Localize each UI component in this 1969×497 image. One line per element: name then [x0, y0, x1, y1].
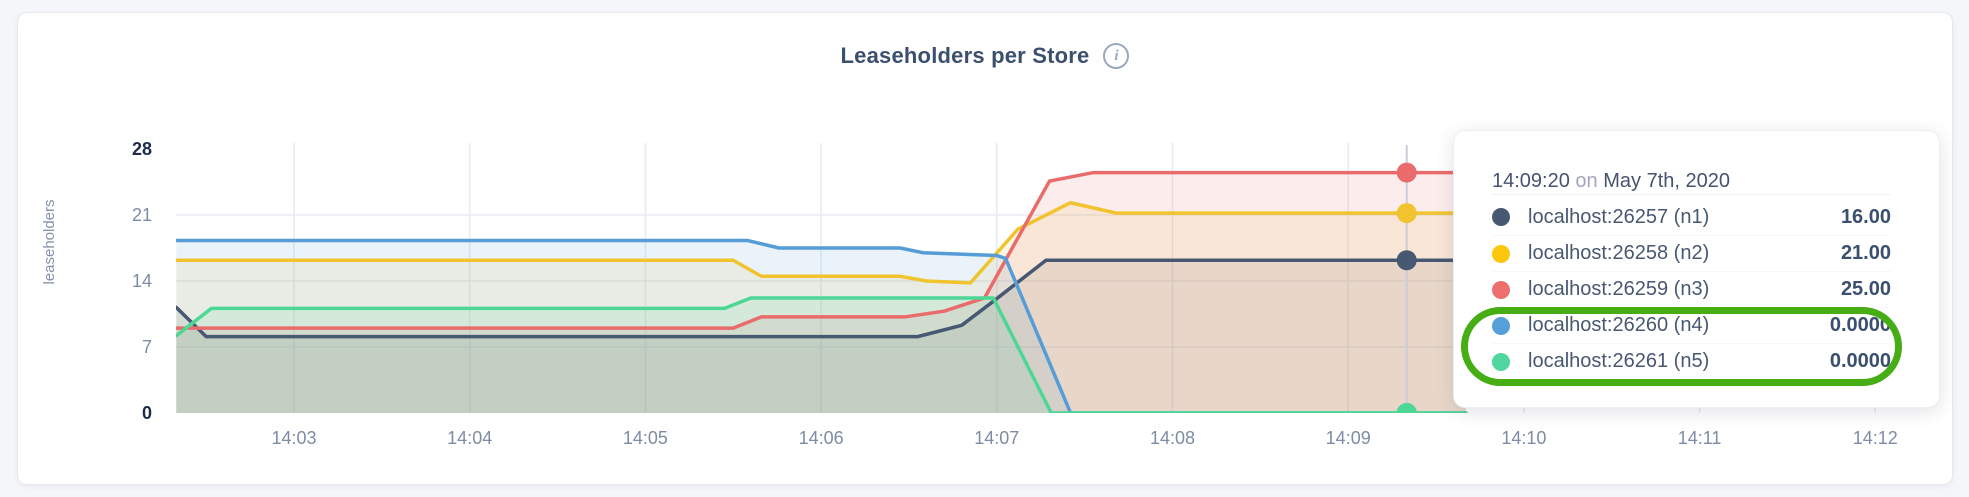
tooltip-connector: on [1575, 170, 1598, 192]
x-tick-label: 14:07 [974, 428, 1019, 448]
series-dot-icon [1492, 280, 1510, 299]
tooltip-legend: localhost:26257 (n1) 16.00 localhost:26258… [1492, 199, 1891, 379]
series-label: localhost:26261 (n5) [1528, 350, 1710, 372]
tooltip-row-5: localhost:26261 (n5) 0.0000 [1492, 343, 1891, 379]
y-tick-label: 7 [142, 337, 152, 357]
series-label: localhost:26258 (n2) [1528, 242, 1710, 264]
hover-tooltip: 14:09:20 on May 7th, 2020 localhost:2625… [1453, 130, 1940, 408]
series-area-3 [176, 172, 1466, 413]
tooltip-row-1: localhost:26257 (n1) 16.00 [1492, 199, 1891, 235]
series-dot-icon [1492, 208, 1510, 226]
series-line-1 [176, 258, 1468, 339]
series-area-4 [176, 240, 1466, 413]
series-dot-icon [1492, 244, 1510, 263]
x-tick-label: 14:11 [1678, 428, 1722, 448]
info-icon[interactable]: i [1103, 43, 1130, 69]
crosshair-dot-2 [1396, 203, 1417, 224]
x-tick-label: 14:05 [623, 428, 668, 448]
x-tick-label: 14:03 [271, 428, 316, 448]
series-label: localhost:26259 (n3) [1528, 278, 1710, 300]
tooltip-timestamp: 14:09:20 on May 7th, 2020 [1492, 167, 1891, 195]
crosshair-dot-3 [1396, 162, 1417, 183]
y-axis-title: leaseholders [41, 199, 58, 284]
series-value: 16.00 [1840, 205, 1891, 228]
x-tick-label: 14:04 [447, 428, 492, 448]
series-dot-icon [1492, 352, 1510, 371]
series-value: 0.0000 [1829, 350, 1891, 372]
y-tick-label: 21 [132, 205, 152, 225]
crosshair-dot-5 [1396, 403, 1417, 413]
tooltip-row-3: localhost:26259 (n3) 25.00 [1492, 271, 1891, 307]
tooltip-date: May 7th, 2020 [1603, 170, 1730, 192]
series-line-3 [176, 170, 1468, 330]
tooltip-row-4: localhost:26260 (n4) 0.0000 [1492, 307, 1891, 343]
series-value: 21.00 [1840, 242, 1891, 264]
chart-title: Leaseholders per Store [840, 43, 1090, 68]
y-tick-label: 0 [142, 403, 152, 423]
axis-labels: 0 7 14 21 28 14:03 14:04 14:05 14:06 14:07 14:08 14… [41, 139, 1898, 448]
chart-header: Leaseholders per Store i [18, 43, 1952, 69]
y-tick-label: 28 [132, 139, 152, 159]
series-value: 0.0000 [1829, 314, 1891, 336]
series-line-2 [176, 200, 1468, 285]
series-line-5 [176, 296, 1468, 413]
x-tick-label: 14:10 [1501, 428, 1546, 448]
x-tick-label: 14:06 [799, 428, 844, 448]
crosshair-dots [1396, 162, 1417, 413]
tooltip-row-2: localhost:26258 (n2) 21.00 [1492, 235, 1891, 271]
series-value: 25.00 [1840, 278, 1891, 300]
series-label: localhost:26257 (n1) [1528, 205, 1710, 228]
series-plot [176, 170, 1468, 413]
tooltip-time: 14:09:20 [1492, 170, 1570, 192]
series-area-2 [176, 202, 1466, 413]
x-tick-label: 14:09 [1326, 428, 1371, 448]
crosshair-dot-1 [1396, 250, 1417, 271]
y-tick-label: 14 [132, 271, 152, 291]
series-dot-icon [1492, 316, 1510, 335]
x-tick-label: 14:12 [1853, 428, 1898, 448]
series-line-4 [176, 238, 1468, 413]
x-tick-label: 14:08 [1150, 428, 1195, 448]
series-label: localhost:26260 (n4) [1528, 314, 1710, 336]
